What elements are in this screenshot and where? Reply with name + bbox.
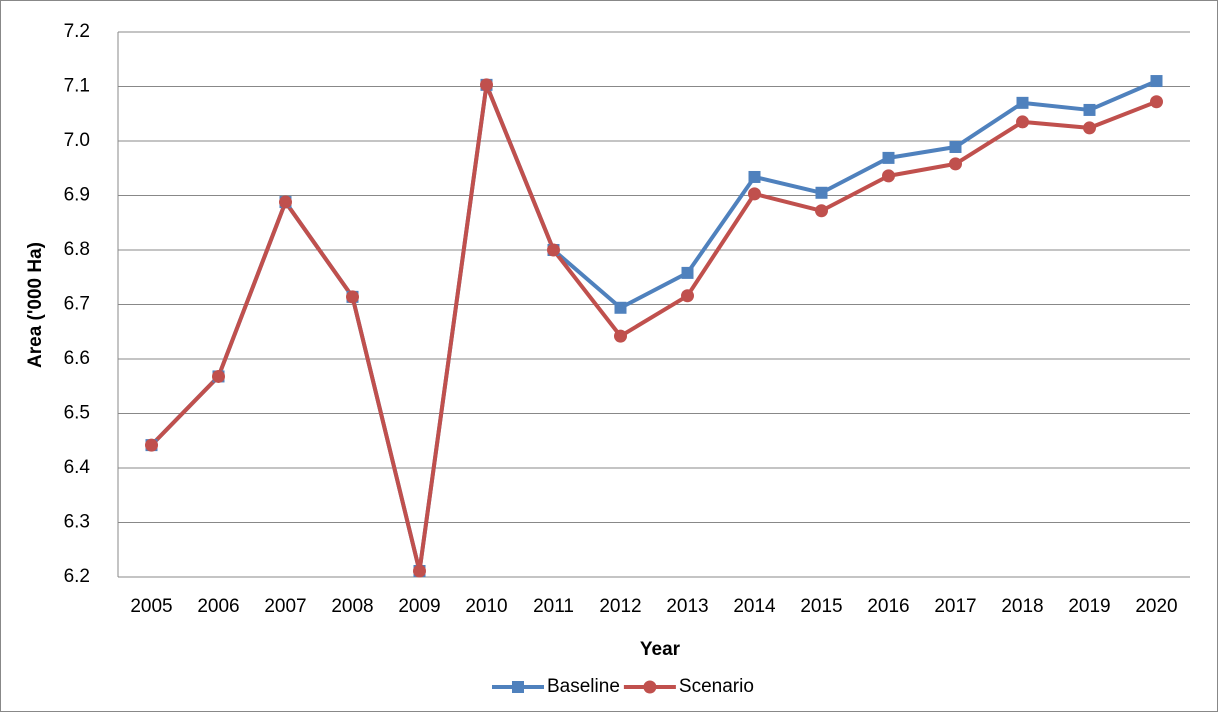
data-point [145, 438, 158, 452]
legend-marker [512, 681, 524, 693]
y-tick-label: 7.0 [64, 130, 90, 151]
data-point [279, 195, 292, 209]
data-point [346, 290, 359, 304]
data-point [949, 157, 962, 171]
data-point [212, 369, 225, 383]
x-tick-label: 2015 [800, 596, 842, 617]
data-point [1016, 115, 1029, 129]
data-point [748, 187, 761, 201]
y-tick-label: 6.8 [64, 239, 90, 260]
x-tick-label: 2006 [197, 596, 239, 617]
data-point [1083, 121, 1096, 135]
x-tick-label: 2019 [1068, 596, 1110, 617]
data-point [1150, 95, 1163, 109]
x-tick-label: 2018 [1001, 596, 1043, 617]
x-tick-label: 2020 [1135, 596, 1177, 617]
y-tick-label: 6.7 [64, 294, 90, 315]
data-point [681, 289, 694, 303]
legend-label: Scenario [679, 676, 754, 697]
y-tick-label: 6.4 [64, 457, 91, 478]
data-point [882, 169, 895, 183]
y-axis-title: Area ('000 Ha) [25, 242, 46, 368]
y-tick-label: 6.3 [64, 512, 90, 533]
x-tick-label: 2011 [533, 596, 574, 617]
data-point [547, 243, 560, 257]
data-point [1016, 96, 1029, 109]
y-tick-label: 6.2 [64, 566, 90, 587]
data-point [748, 170, 761, 183]
y-tick-label: 6.6 [64, 348, 90, 369]
legend-label: Baseline [547, 676, 620, 697]
x-tick-label: 2016 [867, 596, 909, 617]
data-point [413, 564, 426, 578]
series-line [150, 82, 1158, 574]
x-tick-label: 2008 [331, 596, 373, 617]
x-tick-label: 2013 [666, 596, 708, 617]
data-point [1150, 75, 1163, 88]
y-tick-label: 6.9 [64, 185, 90, 206]
y-tick-label: 7.2 [64, 21, 90, 42]
data-point [614, 329, 627, 343]
data-point [882, 151, 895, 164]
y-tick-label: 7.1 [64, 76, 90, 97]
y-tick-label: 6.5 [64, 403, 90, 424]
x-tick-label: 2017 [934, 596, 976, 617]
data-point [815, 186, 828, 199]
data-point [681, 266, 694, 279]
x-tick-label: 2007 [264, 596, 306, 617]
data-point [1083, 103, 1096, 116]
x-tick-label: 2010 [465, 596, 507, 617]
x-axis-title: Year [640, 639, 681, 660]
x-tick-label: 2014 [733, 596, 776, 617]
data-point [614, 301, 627, 314]
x-tick-label: 2012 [599, 596, 641, 617]
legend-marker [643, 680, 657, 694]
x-tick-label: 2009 [398, 596, 440, 617]
data-point [949, 140, 962, 153]
data-point [815, 204, 828, 218]
data-point [480, 78, 493, 92]
x-tick-label: 2005 [130, 596, 172, 617]
